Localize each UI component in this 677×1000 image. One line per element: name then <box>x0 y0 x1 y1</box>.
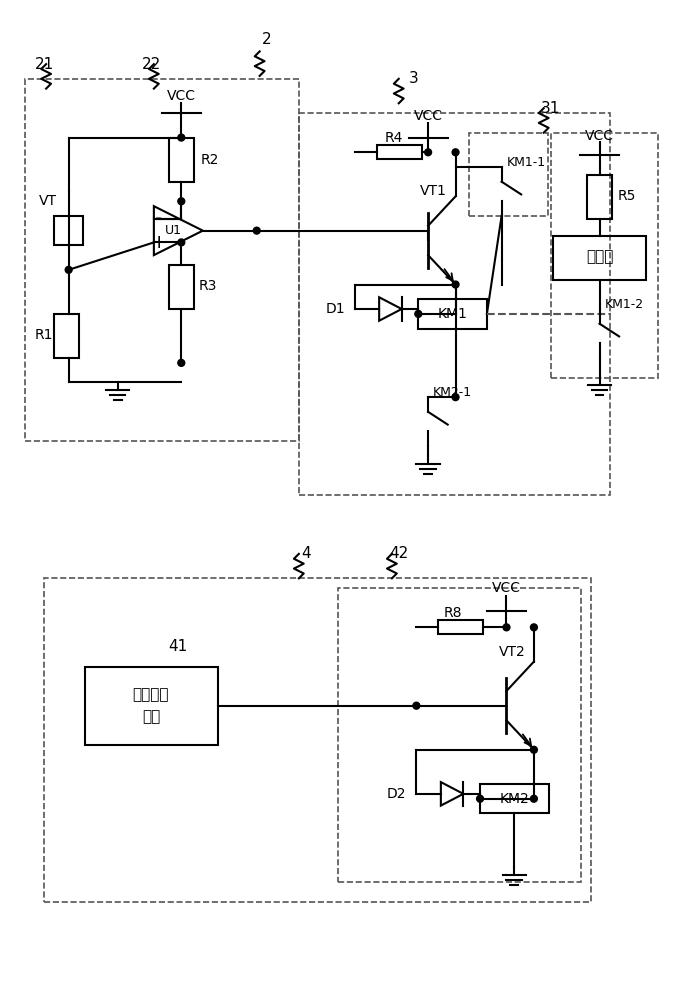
Text: R5: R5 <box>617 189 636 203</box>
Bar <box>54 216 83 245</box>
Text: VCC: VCC <box>492 581 521 595</box>
Bar <box>418 299 487 329</box>
Text: R1: R1 <box>35 328 53 342</box>
Circle shape <box>452 394 459 401</box>
Text: D1: D1 <box>325 302 345 316</box>
Circle shape <box>531 795 538 802</box>
Text: D2: D2 <box>387 787 407 801</box>
Circle shape <box>452 281 459 288</box>
Text: -: - <box>155 209 162 228</box>
Text: U1: U1 <box>165 224 182 237</box>
Bar <box>44 578 591 902</box>
Text: 42: 42 <box>389 546 408 561</box>
Bar <box>438 620 483 634</box>
Circle shape <box>477 795 483 802</box>
Text: 无线接收
模块: 无线接收 模块 <box>133 687 169 724</box>
Text: VT: VT <box>39 194 58 208</box>
Text: R4: R4 <box>385 131 403 145</box>
Bar <box>85 667 217 745</box>
Text: KM2-1: KM2-1 <box>433 386 472 399</box>
Circle shape <box>65 266 72 273</box>
Circle shape <box>178 198 185 205</box>
Bar <box>480 784 548 813</box>
Circle shape <box>413 702 420 709</box>
Bar <box>169 138 194 182</box>
Bar <box>338 588 581 882</box>
Circle shape <box>178 359 185 366</box>
Text: R8: R8 <box>443 606 462 620</box>
Text: 2: 2 <box>262 32 271 47</box>
Text: VT1: VT1 <box>420 184 447 198</box>
Text: VCC: VCC <box>167 89 196 103</box>
Text: 4: 4 <box>301 546 311 561</box>
Bar <box>24 79 299 441</box>
Circle shape <box>531 624 538 631</box>
Text: 3: 3 <box>408 71 418 86</box>
Text: R3: R3 <box>199 279 217 293</box>
Text: 31: 31 <box>541 101 561 116</box>
Bar <box>554 236 646 280</box>
Text: 投影仪: 投影仪 <box>586 250 613 265</box>
Text: VT2: VT2 <box>499 645 525 659</box>
Text: KM1: KM1 <box>437 307 468 321</box>
Circle shape <box>178 134 185 141</box>
Circle shape <box>503 624 510 631</box>
Text: KM2: KM2 <box>500 792 529 806</box>
Circle shape <box>424 149 431 156</box>
Text: KM1-2: KM1-2 <box>605 298 644 311</box>
Bar <box>587 175 612 219</box>
Text: +: + <box>150 233 167 252</box>
Text: 41: 41 <box>169 639 188 654</box>
Bar <box>550 133 658 378</box>
Text: R2: R2 <box>201 153 219 167</box>
Text: VCC: VCC <box>414 109 443 123</box>
Text: 21: 21 <box>35 57 53 72</box>
Bar <box>54 314 79 358</box>
Circle shape <box>253 227 260 234</box>
Text: KM1-1: KM1-1 <box>506 156 546 169</box>
Bar <box>169 265 194 309</box>
Text: 22: 22 <box>142 57 162 72</box>
Text: VCC: VCC <box>585 129 614 143</box>
Bar <box>469 133 548 216</box>
Circle shape <box>178 239 185 246</box>
Circle shape <box>531 746 538 753</box>
Circle shape <box>452 149 459 156</box>
Bar <box>377 145 422 159</box>
Bar <box>299 113 610 495</box>
Circle shape <box>415 310 422 317</box>
